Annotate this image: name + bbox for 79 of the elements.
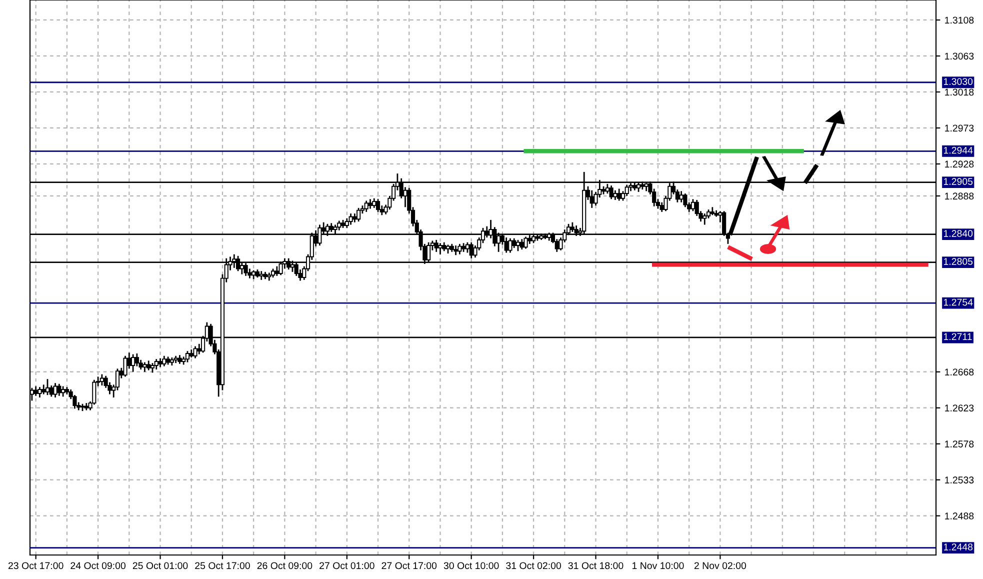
candlestick [150, 362, 155, 374]
x-tick-label: 30 Oct 10:00 [444, 562, 499, 570]
candlestick [162, 355, 166, 367]
ref-line-label: 1.2840 [944, 230, 973, 237]
ref-line-label: 1.2805 [944, 258, 973, 265]
candlestick [516, 239, 520, 252]
y-tick-label: 1.2928 [945, 160, 974, 168]
candlestick [45, 378, 50, 396]
x-tick-label: 27 Oct 01:00 [320, 562, 374, 570]
y-tick-label: 1.2578 [945, 440, 974, 448]
y-tick-label: 1.2488 [945, 512, 974, 520]
candlestick [403, 186, 408, 208]
ref-line-label: 1.2448 [944, 544, 973, 550]
x-tick-label: 2 Nov 02:00 [694, 562, 746, 570]
y-tick-label: 1.2973 [945, 124, 974, 132]
y-tick-label: 1.3018 [945, 88, 974, 96]
candlestick [372, 198, 376, 209]
candlestick [337, 220, 342, 232]
candlestick [193, 346, 198, 359]
candlestick [590, 190, 594, 209]
x-tick-label: 31 Oct 02:00 [506, 562, 562, 570]
candlestick [368, 198, 372, 210]
candlestick [504, 236, 508, 254]
candlestick [142, 362, 147, 373]
candlestick [512, 238, 516, 249]
candlestick [660, 202, 664, 213]
candlestick [438, 242, 442, 256]
x-tick-label: 31 Oct 18:00 [568, 562, 624, 570]
candlestick [344, 218, 349, 229]
y-tick-label: 1.3063 [945, 52, 974, 60]
ref-line-label: 1.3030 [944, 78, 973, 85]
candlestick [454, 244, 458, 256]
ref-line-label: 1.2944 [944, 146, 973, 154]
candlestick [42, 384, 46, 395]
candlestick [185, 350, 190, 363]
candlestick [61, 386, 66, 398]
candlestick [146, 360, 151, 371]
candlestick [154, 358, 158, 370]
candlestick [57, 383, 62, 397]
candlestick [348, 212, 353, 226]
x-tick-label: 24 Oct 09:00 [70, 562, 126, 570]
ref-line-label: 1.2754 [944, 298, 973, 306]
x-tick-label: 25 Oct 01:00 [132, 562, 188, 570]
candlestick [274, 266, 279, 277]
candlestick [702, 212, 707, 226]
candlestick [376, 198, 380, 213]
candlestick [134, 352, 139, 367]
candlestick [53, 382, 58, 398]
ref-line-label: 1.2905 [944, 178, 973, 185]
candlestick [488, 219, 493, 240]
candlestick [100, 374, 104, 386]
candlestick [690, 198, 696, 212]
x-tick-label: 27 Oct 17:00 [382, 562, 437, 570]
y-tick-label: 1.2668 [945, 368, 974, 376]
y-tick-label: 1.2533 [945, 476, 974, 484]
candlestick [123, 355, 128, 378]
x-tick-label: 23 Oct 17:00 [8, 562, 64, 570]
candlestick [484, 226, 489, 238]
y-tick-label: 1.3108 [945, 16, 974, 24]
x-tick-label: 25 Oct 17:00 [195, 562, 250, 570]
candlestick [465, 242, 470, 254]
candlestick [434, 239, 438, 253]
y-tick-label: 1.2623 [945, 404, 974, 412]
ref-line-label: 1.2711 [944, 333, 972, 340]
candlestick [613, 190, 618, 201]
candlestick [679, 190, 684, 204]
candlestick [364, 200, 368, 213]
candlestick [458, 243, 462, 256]
candlestick [508, 238, 512, 254]
x-tick-label: 26 Oct 09:00 [257, 562, 312, 570]
candlestick [469, 242, 474, 259]
candlestick [609, 184, 614, 200]
candlestick [356, 207, 361, 222]
candlestick [683, 192, 688, 208]
candlestick [131, 354, 136, 373]
candlestick [617, 188, 622, 202]
y-tick-label: 1.2888 [945, 192, 974, 200]
candlestick [38, 386, 42, 398]
x-tick-label: 1 Nov 10:00 [632, 562, 684, 570]
